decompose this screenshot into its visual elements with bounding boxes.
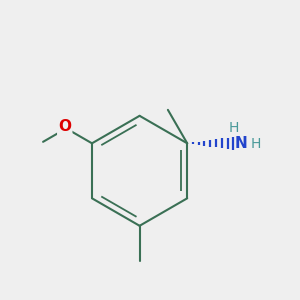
Text: H: H bbox=[250, 137, 261, 151]
Text: H: H bbox=[229, 121, 239, 135]
Text: N: N bbox=[234, 136, 247, 151]
Text: O: O bbox=[58, 119, 71, 134]
